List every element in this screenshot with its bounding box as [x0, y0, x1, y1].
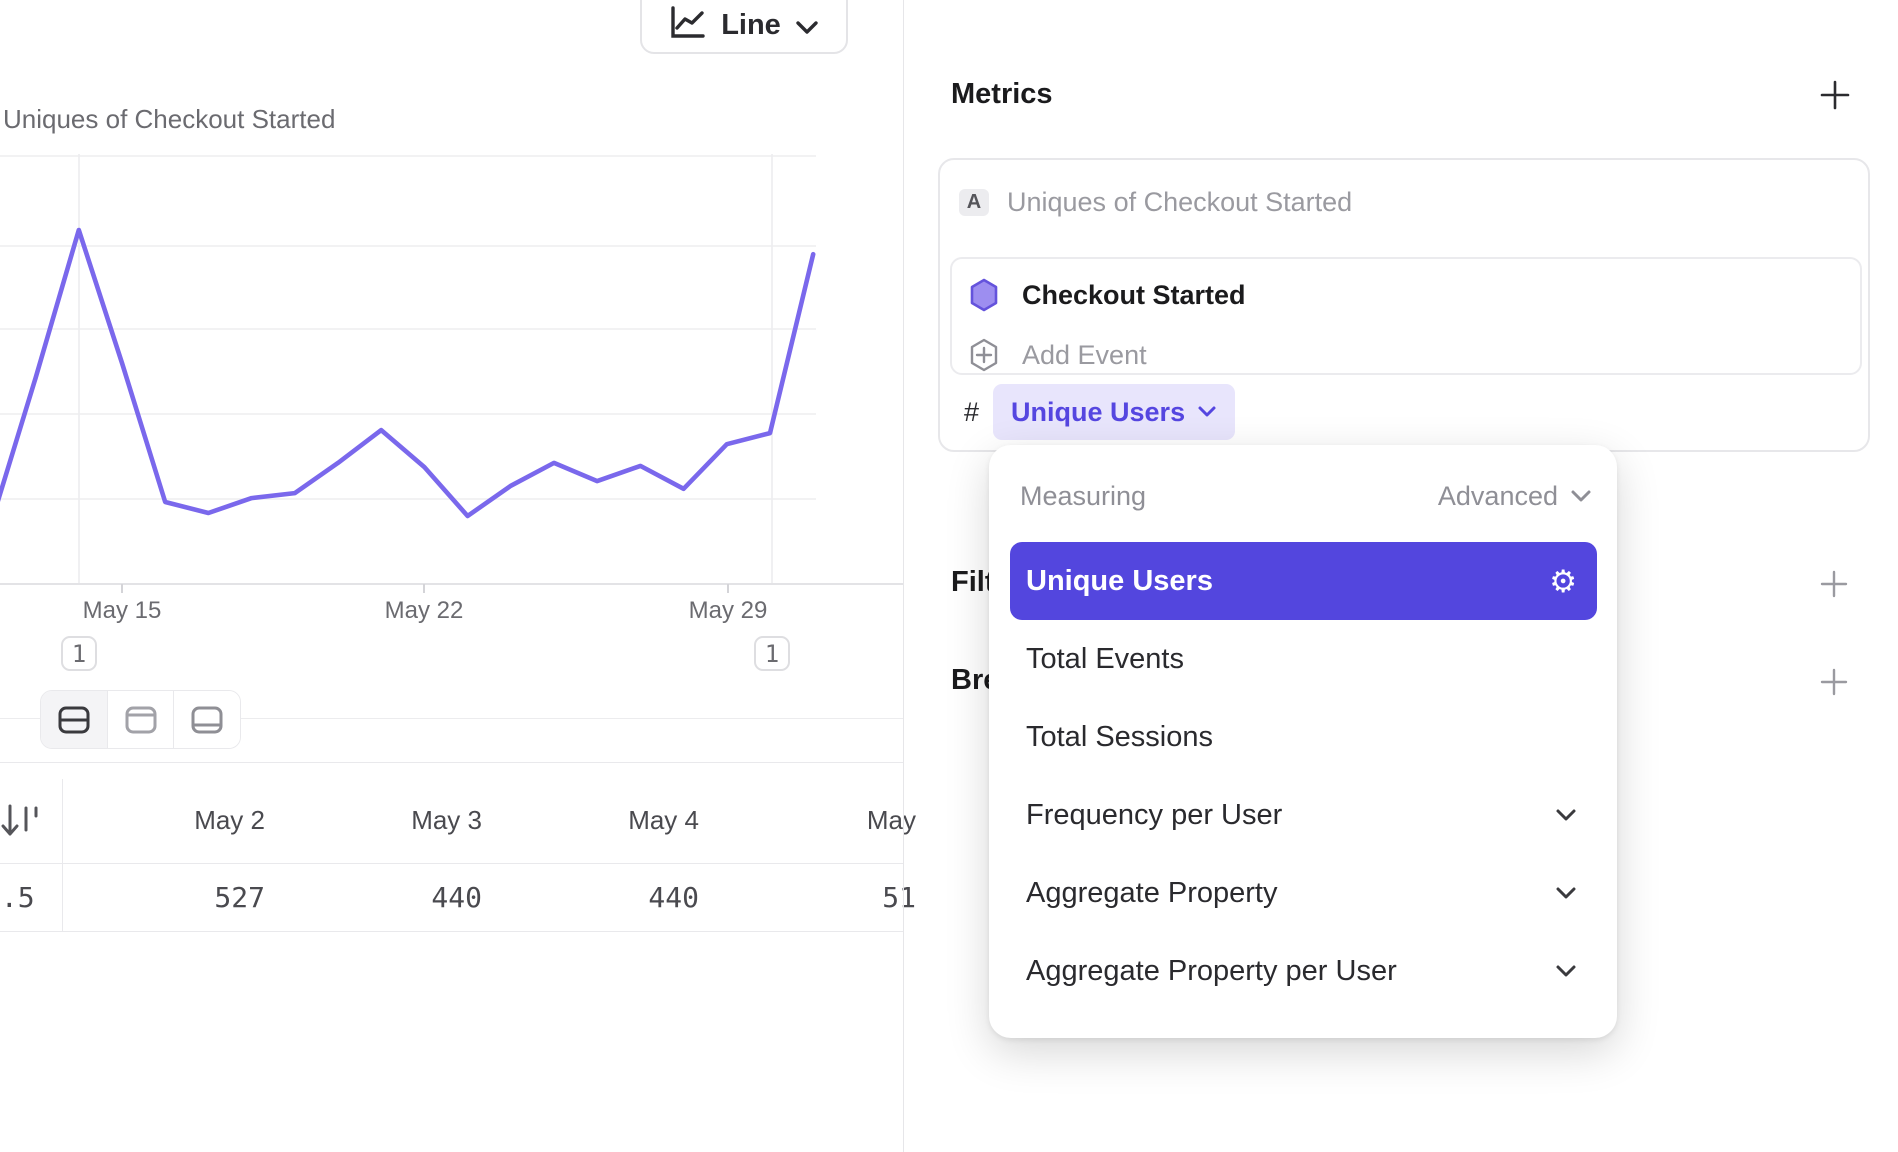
measuring-option-frequency-per-user[interactable]: Frequency per User [1010, 776, 1597, 854]
measuring-dropdown-header: Measuring Advanced [1020, 481, 1592, 512]
table-column-header[interactable]: May 2 [194, 805, 265, 835]
measuring-option-label: Total Sessions [1026, 720, 1213, 753]
table-cell-value: 440 [648, 881, 699, 914]
counting-method-row: # Unique Users [964, 384, 1236, 440]
measuring-dropdown: Measuring Advanced Unique Users ⚙ Total Ev… [989, 445, 1617, 1038]
chevron-down-icon [1570, 489, 1592, 504]
add-breakdown-button[interactable] [1820, 668, 1850, 698]
chevron-down-icon [1555, 886, 1577, 901]
layout-top-icon [124, 705, 158, 735]
event-list-box: Checkout Started Add Event [950, 257, 1862, 375]
measuring-option-label: Total Events [1026, 642, 1184, 675]
metric-name: Uniques of Checkout Started [1007, 187, 1353, 217]
add-event-button[interactable]: Add Event [970, 337, 1147, 373]
chart-type-button[interactable]: Line [640, 0, 848, 54]
table-column-divider [62, 779, 63, 931]
measuring-option-total-events[interactable]: Total Events [1010, 620, 1597, 698]
layout-split-button[interactable] [41, 691, 107, 748]
metric-card: A Uniques of Checkout Started Checkout S… [938, 158, 1870, 452]
chart-type-label: Line [721, 9, 781, 41]
chart-title: Uniques of Checkout Started [3, 104, 336, 134]
add-filter-button[interactable] [1820, 570, 1850, 600]
gear-icon[interactable]: ⚙ [1549, 563, 1577, 599]
layout-bottom-icon [190, 705, 224, 735]
table-cell-value: 440 [431, 881, 482, 914]
measuring-option-label: Aggregate Property per User [1026, 954, 1397, 987]
chart-line-series [0, 227, 816, 519]
chevron-down-icon [1197, 405, 1217, 419]
measuring-option-aggregate-property-per-user[interactable]: Aggregate Property per User [1010, 932, 1597, 1010]
metric-card-header: A Uniques of Checkout Started [959, 187, 1352, 218]
event-row-checkout-started[interactable]: Checkout Started [970, 277, 1246, 313]
table-column-header[interactable]: May [866, 805, 916, 835]
table-bottom-border [0, 931, 903, 932]
table-cell-value: 527 [214, 881, 265, 914]
table-column-header[interactable]: May 4 [628, 805, 699, 835]
chevron-down-icon [1555, 964, 1577, 979]
layout-toggle-group [40, 690, 241, 749]
count-symbol: # [964, 396, 980, 427]
event-name: Checkout Started [1022, 279, 1246, 310]
layout-split-icon [57, 705, 91, 735]
add-event-label: Add Event [1022, 339, 1147, 370]
measuring-option-aggregate-property[interactable]: Aggregate Property [1010, 854, 1597, 932]
table-header-divider [0, 863, 903, 864]
chevron-down-icon [795, 20, 819, 42]
x-tick-label: May 15 [83, 597, 162, 624]
advanced-label: Advanced [1437, 481, 1558, 511]
layout-table-only-button[interactable] [173, 691, 240, 748]
line-chart-icon [669, 6, 707, 42]
counting-method-chip[interactable]: Unique Users [993, 384, 1236, 440]
metrics-section-title: Metrics [951, 78, 1053, 110]
pagination-badge-right[interactable]: 1 [754, 636, 790, 671]
pagination-badge-left[interactable]: 1 [61, 636, 97, 671]
section-divider [0, 718, 903, 719]
table-row-label: 0.5 [0, 881, 35, 914]
panel-divider [903, 0, 904, 1152]
measuring-option-total-sessions[interactable]: Total Sessions [1010, 698, 1597, 776]
measuring-option-label: Unique Users [1026, 564, 1213, 597]
layout-chart-only-button[interactable] [106, 691, 174, 748]
table-top-border [0, 762, 903, 763]
sort-descending-icon[interactable] [0, 800, 44, 842]
measuring-option-unique-users[interactable]: Unique Users ⚙ [1010, 542, 1597, 620]
x-tick-label: May 22 [385, 597, 464, 624]
measuring-label: Measuring [1020, 481, 1147, 511]
line-chart: May 15 May 22 May 29 [0, 154, 903, 624]
add-metric-button[interactable] [1820, 80, 1850, 110]
table-cell-value: 51 [882, 881, 916, 914]
add-event-hexagon-plus-icon [970, 338, 998, 372]
counting-method-label: Unique Users [1011, 396, 1186, 427]
table-column-header[interactable]: May 3 [411, 805, 482, 835]
measuring-option-label: Aggregate Property [1026, 876, 1278, 909]
measuring-option-label: Frequency per User [1026, 798, 1283, 831]
chevron-down-icon [1555, 808, 1577, 823]
x-tick-label: May 29 [689, 597, 768, 624]
event-hexagon-icon [970, 278, 998, 312]
advanced-toggle[interactable]: Advanced [1438, 481, 1592, 512]
measuring-menu-items: Unique Users ⚙ Total Events Total Sessions F… [1010, 542, 1597, 1010]
metric-letter-badge: A [959, 189, 989, 216]
